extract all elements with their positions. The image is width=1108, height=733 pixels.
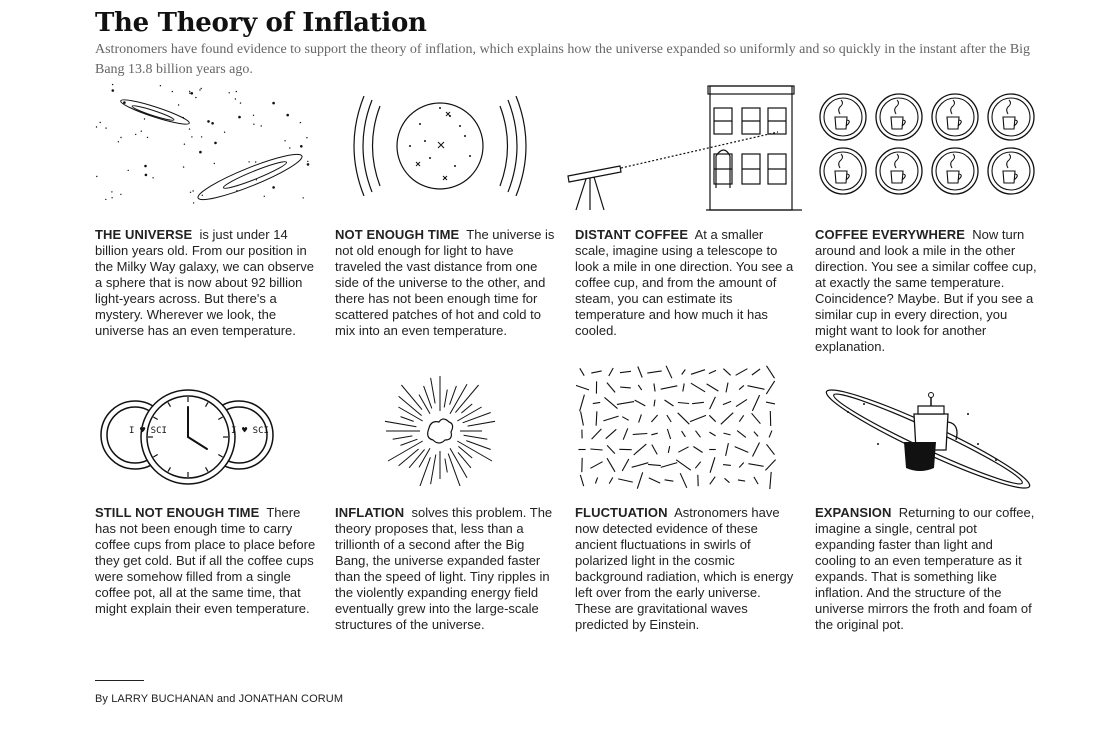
fluctuation-field-illustration	[576, 364, 780, 492]
mug-left-label: I ♥ SCI	[129, 426, 167, 436]
coffee-cups-grid-illustration	[817, 93, 1041, 197]
panel-caption-1: THE UNIVERSE is just under 14 billion ye…	[95, 227, 314, 338]
panel-caption-2: NOT ENOUGH TIME The universe is not old …	[335, 227, 555, 338]
clock-mugs-illustration: I ♥ SCI I ♥ SCI	[99, 389, 277, 487]
universe-illustration	[95, 82, 315, 212]
panel-caption-7: FLUCTUATION Astronomers have now detecte…	[575, 505, 794, 632]
telescope-building-illustration	[566, 84, 802, 212]
panel-caption-4: COFFEE EVERYWHERE Now turn around and lo…	[815, 227, 1037, 354]
page-title: The Theory of Inflation	[95, 8, 427, 38]
expansion-pot-illustration	[818, 384, 1038, 494]
mug-right-label: I ♥ SCI	[231, 426, 269, 436]
panel-caption-6: INFLATION solves this problem. The theor…	[335, 505, 553, 632]
footer-rule	[95, 680, 144, 681]
page-dek: Astronomers have found evidence to suppo…	[95, 42, 1031, 77]
sphere-illustration	[350, 96, 530, 196]
panel-caption-8: EXPANSION Returning to our coffee, imagi…	[815, 505, 1035, 632]
byline: By LARRY BUCHANAN and JONATHAN CORUM	[95, 693, 344, 705]
panel-caption-3: DISTANT COFFEE At a smaller scale, imagi…	[575, 227, 794, 338]
panel-caption-5: STILL NOT ENOUGH TIME There has not been…	[95, 505, 316, 616]
inflation-burst-illustration	[385, 376, 495, 486]
